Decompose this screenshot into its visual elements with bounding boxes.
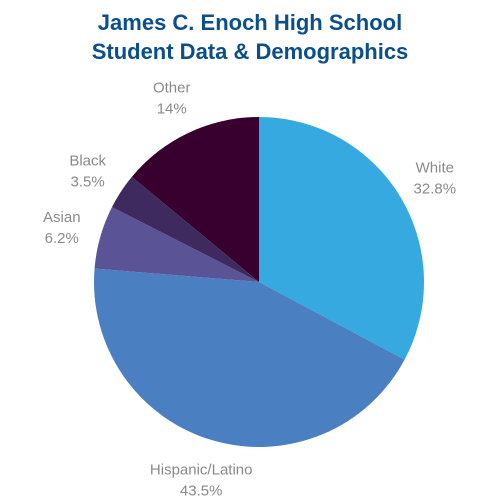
pie-slice-white	[259, 117, 424, 360]
slice-label-white: White 32.8%	[414, 160, 457, 198]
slice-label-asian: Asian 6.2%	[43, 209, 81, 247]
pie-slice-other	[131, 117, 259, 282]
slice-value-white: 32.8%	[414, 181, 457, 198]
slice-value-other: 14%	[157, 101, 187, 118]
chart-title-line-1: James C. Enoch High School	[97, 10, 403, 35]
slice-value-hispanic-latino: 43.5%	[180, 483, 223, 500]
pie-slice-asian	[94, 207, 259, 282]
chart-title: James C. Enoch High School Student Data …	[0, 8, 500, 66]
slice-name-hispanic-latino: Hispanic/Latino	[150, 462, 253, 479]
slice-name-white: White	[416, 160, 454, 177]
slice-label-other: Other 14%	[153, 80, 191, 118]
slice-label-hispanic-latino: Hispanic/Latino 43.5%	[150, 462, 253, 500]
slice-name-black: Black	[69, 152, 106, 169]
slice-label-black: Black 3.5%	[69, 152, 106, 190]
slice-name-other: Other	[153, 80, 191, 97]
pie-slice-hispanic-latino	[93, 268, 405, 448]
chart-title-line-2: Student Data & Demographics	[91, 39, 409, 64]
pie-slice-black	[111, 176, 260, 282]
slice-value-asian: 6.2%	[45, 230, 79, 247]
slice-name-asian: Asian	[43, 209, 81, 226]
slice-value-black: 3.5%	[71, 173, 105, 190]
